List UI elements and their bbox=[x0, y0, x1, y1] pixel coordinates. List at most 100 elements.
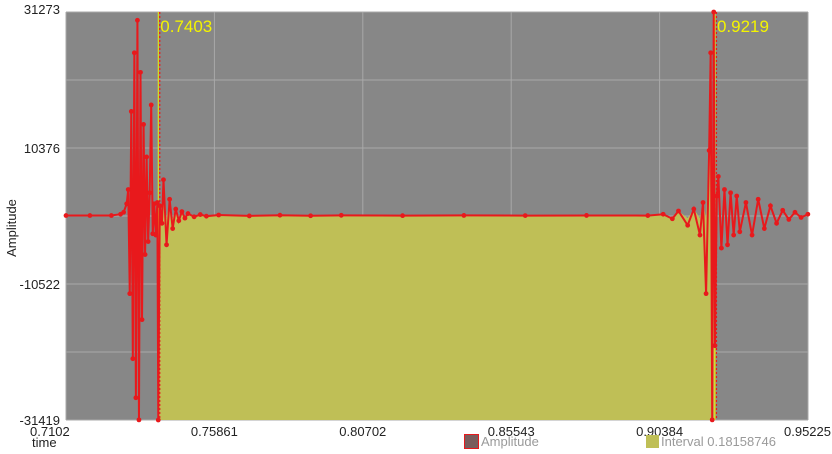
amplitude-point bbox=[203, 213, 209, 219]
y-tick-label: -10522 bbox=[20, 277, 60, 292]
amplitude-point bbox=[755, 196, 761, 202]
amplitude-point bbox=[145, 239, 151, 244]
amplitude-point bbox=[157, 203, 163, 209]
amplitude-point bbox=[185, 211, 191, 216]
amplitude-point bbox=[179, 209, 185, 215]
amplitude-point bbox=[308, 213, 314, 219]
amplitude-point bbox=[700, 200, 706, 205]
amplitude-point bbox=[703, 291, 709, 297]
amplitude-point bbox=[780, 207, 786, 213]
amplitude-point bbox=[131, 50, 137, 56]
amplitude-point bbox=[676, 208, 681, 214]
x-axis-label: time bbox=[32, 435, 57, 450]
amplitude-point bbox=[159, 220, 165, 226]
amplitude-point bbox=[522, 213, 528, 218]
amplitude-point bbox=[216, 212, 222, 218]
y-tick-label: 31273 bbox=[24, 2, 60, 17]
amplitude-point bbox=[87, 213, 93, 218]
x-axis-ticks: 0.7102 0.75861 0.80702 0.85543 0.90384 0.9522… bbox=[30, 424, 831, 439]
amplitude-point bbox=[246, 213, 252, 219]
amplitude-point bbox=[164, 242, 169, 248]
amplitude-point bbox=[731, 232, 737, 238]
amplitude-point bbox=[127, 291, 133, 297]
amplitude-point bbox=[191, 214, 197, 220]
amplitude-point bbox=[669, 216, 675, 222]
amplitude-point bbox=[135, 17, 140, 23]
legend-label-amplitude: Amplitude bbox=[481, 434, 539, 449]
amplitude-point bbox=[725, 242, 730, 248]
amplitude-point bbox=[139, 317, 145, 323]
amplitude-point bbox=[685, 222, 691, 228]
y-axis-ticks: 31273 10376 -10522 -31419 bbox=[20, 2, 60, 428]
amplitude-point bbox=[144, 154, 150, 160]
legend-label-interval: Interval 0.18158746 bbox=[661, 434, 776, 449]
amplitude-point bbox=[182, 215, 188, 221]
amplitude-point bbox=[743, 200, 749, 205]
y-axis-label: Amplitude bbox=[4, 199, 19, 257]
x-tick-label: 0.75861 bbox=[191, 424, 238, 439]
amplitude-point bbox=[176, 218, 182, 224]
amplitude-point bbox=[768, 203, 773, 209]
amplitude-point bbox=[711, 9, 717, 15]
amplitude-point bbox=[108, 213, 114, 218]
amplitude-point bbox=[147, 190, 153, 196]
amplitude-point bbox=[136, 417, 142, 423]
amplitude-point bbox=[786, 217, 792, 222]
amplitude-point bbox=[142, 252, 148, 257]
amplitude-point bbox=[709, 417, 715, 423]
amplitude-point bbox=[774, 220, 779, 226]
amplitude-point bbox=[170, 226, 176, 231]
amplitude-point bbox=[173, 206, 179, 212]
amplitude-point bbox=[141, 122, 146, 127]
amplitude-point bbox=[167, 196, 173, 202]
amplitude-legend-swatch bbox=[464, 434, 479, 449]
amplitude-point bbox=[461, 213, 467, 218]
amplitude-line bbox=[66, 11, 809, 421]
amplitude-point bbox=[798, 215, 804, 220]
amplitude-point bbox=[722, 187, 727, 192]
amplitude-point bbox=[155, 417, 161, 423]
amplitude-point bbox=[734, 193, 740, 199]
legend-item-interval[interactable]: Interval 0.18158746 bbox=[646, 434, 776, 449]
legend-item-amplitude[interactable]: Amplitude bbox=[464, 434, 539, 449]
amplitude-point bbox=[125, 187, 131, 192]
amplitude-point bbox=[400, 213, 405, 219]
amplitude-point bbox=[715, 174, 721, 179]
amplitude-point bbox=[714, 193, 720, 199]
amplitude-point bbox=[154, 200, 160, 205]
y-tick-label: -31419 bbox=[20, 413, 60, 428]
amplitude-point bbox=[148, 102, 154, 108]
interval-legend-swatch bbox=[646, 435, 659, 448]
amplitude-point bbox=[728, 190, 733, 196]
amplitude-point bbox=[792, 209, 798, 215]
amplitude-point bbox=[153, 232, 159, 238]
amplitude-point bbox=[338, 212, 344, 218]
y-tick-label: 10376 bbox=[24, 141, 60, 156]
amplitude-points bbox=[63, 9, 811, 423]
amplitude-point bbox=[128, 108, 134, 114]
x-tick-label: 0.85543 bbox=[488, 424, 535, 439]
amplitude-point bbox=[124, 201, 130, 207]
amplitude-point bbox=[277, 212, 283, 218]
amplitude-point bbox=[138, 69, 143, 75]
amplitude-point bbox=[697, 232, 703, 238]
amplitude-point bbox=[712, 343, 718, 349]
amplitude-point bbox=[691, 206, 697, 212]
amplitude-point bbox=[197, 212, 203, 217]
x-tick-label: 0.7102 bbox=[30, 424, 70, 439]
amplitude-point bbox=[645, 213, 651, 218]
amplitude-point bbox=[161, 177, 166, 183]
amplitude-point bbox=[805, 211, 811, 217]
amplitude-point bbox=[121, 209, 127, 215]
x-tick-label: 0.80702 bbox=[339, 424, 386, 439]
x-tick-label: 0.95225 bbox=[784, 424, 831, 439]
amplitude-point bbox=[737, 229, 743, 235]
marker-label: 0.7403 bbox=[160, 17, 212, 36]
amplitude-point bbox=[133, 395, 139, 401]
amplitude-point bbox=[719, 245, 724, 251]
amplitude-point bbox=[749, 232, 755, 238]
amplitude-point bbox=[584, 213, 589, 218]
amplitude-point bbox=[130, 356, 136, 362]
marker-label: 0.9219 bbox=[717, 17, 769, 36]
